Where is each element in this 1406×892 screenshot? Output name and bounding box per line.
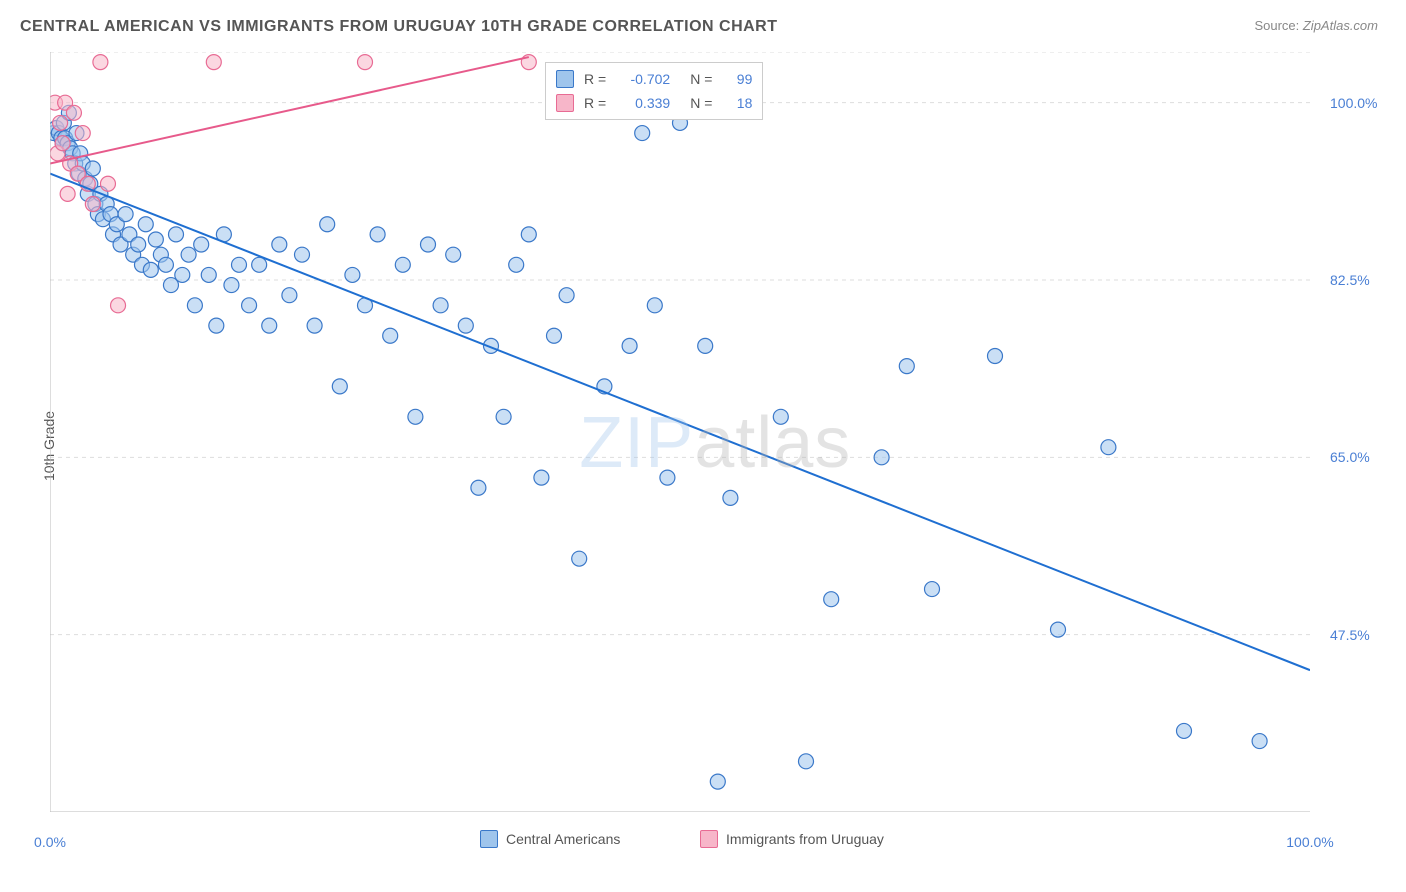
series-legend-item: Immigrants from Uruguay — [700, 830, 884, 848]
series-legend-item: Central Americans — [480, 830, 620, 848]
source-label: Source: — [1254, 18, 1302, 33]
source-credit: Source: ZipAtlas.com — [1254, 18, 1378, 33]
scatter-plot — [50, 52, 1310, 812]
r-label: R = — [584, 95, 606, 111]
n-label: N = — [690, 71, 712, 87]
x-tick-label: 0.0% — [34, 834, 66, 850]
series-name: Central Americans — [506, 831, 620, 847]
chart-title: CENTRAL AMERICAN VS IMMIGRANTS FROM URUG… — [20, 18, 778, 36]
legend-swatch — [556, 70, 574, 88]
y-tick-label: 100.0% — [1330, 95, 1377, 111]
legend-swatch — [480, 830, 498, 848]
legend-swatch — [556, 94, 574, 112]
r-label: R = — [584, 71, 606, 87]
y-tick-label: 47.5% — [1330, 627, 1370, 643]
n-value: 18 — [722, 95, 752, 111]
legend-row: R = 0.339 N = 18 — [556, 91, 752, 115]
r-value: -0.702 — [616, 71, 670, 87]
legend-row: R = -0.702 N = 99 — [556, 67, 752, 91]
n-label: N = — [690, 95, 712, 111]
series-name: Immigrants from Uruguay — [726, 831, 884, 847]
correlation-legend: R = -0.702 N = 99 R = 0.339 N = 18 — [545, 62, 763, 120]
y-tick-label: 65.0% — [1330, 449, 1370, 465]
plot-svg — [50, 52, 1310, 812]
source-value: ZipAtlas.com — [1303, 18, 1378, 33]
r-value: 0.339 — [616, 95, 670, 111]
n-value: 99 — [722, 71, 752, 87]
legend-swatch — [700, 830, 718, 848]
x-tick-label: 100.0% — [1286, 834, 1333, 850]
y-tick-label: 82.5% — [1330, 272, 1370, 288]
